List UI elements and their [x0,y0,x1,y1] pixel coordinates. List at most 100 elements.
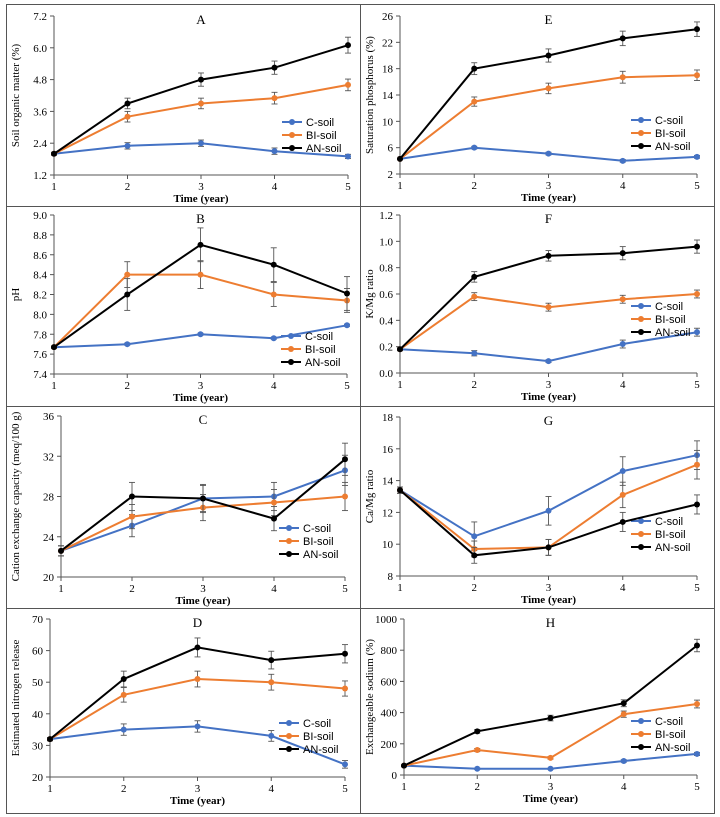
panel-f-bi-soil-point [619,296,626,303]
panel-f-y-tick-label: 0.2 [379,342,393,354]
panel-a-an-soil-point [51,150,57,157]
panel-e-c-soil-point [694,153,700,160]
panel-f-x-tick-label: 4 [620,379,626,391]
panel-d-c-soil-point [120,726,127,733]
panel-c-legend-an-soil-marker [286,551,292,557]
panel-g-x-tick-label: 2 [472,582,478,594]
panel-a-an-soil-point [198,76,204,83]
panel-e-x-tick-label: 3 [546,180,552,192]
panel-b-x-title: Time (year) [173,392,228,404]
panel-g-legend-an-soil-label: AN-soil [655,542,690,554]
panel-h-legend-c-soil-marker [638,718,644,724]
panel-e-y-tick-label: 6 [388,143,394,155]
panel-a-an-soil-point [345,42,351,49]
panel-c-y-tick-label: 28 [43,492,55,504]
panel-c-y-tick-label: 24 [43,532,55,544]
panel-h-an-soil-point [401,762,407,769]
panel-b-y-tick-label: 8.4 [33,270,47,282]
panel-g-an-soil-point [545,544,552,551]
panel-a-y-tick-label: 3.6 [33,106,47,118]
panel-f-y-title: K/Mg ratio [364,269,376,319]
panel-h-c-soil-point [694,750,700,757]
panel-c-legend-bi-soil-marker [286,538,292,544]
panel-d-legend-c-soil-label: C-soil [303,718,331,730]
panel-d-bi-soil-point [342,685,348,692]
panel-h-legend-an-soil-label: AN-soil [655,742,690,754]
panel-d-x-tick-label: 5 [342,783,348,795]
panel-d-an-soil-point [342,650,348,657]
panel-f-y-tick-label: 1.0 [379,236,393,248]
panel-f-legend-c-soil-marker [638,303,644,309]
panel-a-y-tick-label: 2.4 [33,138,47,150]
panel-d-bi-soil-point [194,676,201,683]
panel-f-an-soil-point [619,250,626,257]
panel-h-bi-soil-point [620,711,627,718]
panel-b-an-soil-point [344,290,350,297]
panel-f-c-soil-line [399,331,698,363]
panel-h-y-tick-label: 800 [381,645,398,657]
panel-c-legend-c-soil-marker [286,525,292,531]
panel-d-legend-an-soil-label: AN-soil [303,744,338,756]
panel-a-title: A [196,12,206,27]
panel-a-x-tick-label: 2 [125,181,131,193]
panel-d-y-tick-label: 30 [32,740,44,752]
panel-e-bi-soil-point [694,72,700,79]
panel-h-x-tick-label: 4 [621,781,627,793]
panel-g-an-soil-point [619,518,626,525]
panel-b-y-tick-label: 7.4 [33,369,47,381]
panel-b-c-soil-point [124,341,131,348]
panel-a-y-tick-label: 1.2 [33,170,47,182]
panel-c-legend-an-soil-label: AN-soil [303,549,338,561]
panel-f-legend-c-soil-label: C-soil [655,301,683,313]
panel-e-x-tick-label: 2 [472,180,478,192]
panel-c-y-tick-label: 32 [43,451,54,463]
panel-h-x-tick-label: 3 [548,781,554,793]
panel-f-c-soil-point [619,341,626,348]
panel-a-y-tick-label: 6.0 [33,43,47,55]
panel-h-an-soil-point [694,642,700,649]
panel-e-x-title: Time (year) [521,192,576,204]
panel-f-bi-soil-point [471,293,478,300]
panel-a-legend-an-soil-label: AN-soil [306,143,341,155]
panel-e-c-soil-point [545,150,552,157]
panel-a-legend-c-soil-label: C-soil [306,117,334,129]
panel-e-c-soil-point [471,144,478,151]
panel-c-border [6,406,361,609]
panel-f-x-tick-label: 3 [546,379,552,391]
panel-c-x-tick-label: 5 [342,583,348,595]
panel-g-y-tick-label: 10 [382,539,394,551]
panel-c-legend-bi-soil-label: BI-soil [303,536,334,548]
panel-e-legend-c-soil-marker [638,117,644,123]
panel-g-y-tick-label: 14 [382,476,394,488]
panel-b-legend-c-soil-label: C-soil [305,331,333,343]
panel-a-y-title: Soil organic matter (%) [10,43,22,147]
panel-g-legend-c-soil-marker [638,518,644,524]
panel-e-legend-bi-soil-label: BI-soil [655,128,686,140]
panel-b-x-tick-label: 5 [344,380,350,392]
panel-f-x-title: Time (year) [521,391,576,403]
panel-h-title: H [546,615,555,630]
panel-h-x-title: Time (year) [523,793,578,805]
panel-a-y-tick-label: 7.2 [33,11,47,23]
panel-f-x-tick-label: 1 [397,379,403,391]
panel-d-border [6,608,361,814]
panel-b-bi-soil-point [270,291,277,298]
panel-a-c-soil-point [271,148,278,155]
panel-f-legend-an-soil-marker [638,329,644,335]
panel-d-x-title: Time (year) [170,795,225,807]
panel-e-an-soil-point [471,65,478,72]
panel-d-y-tick-label: 70 [32,614,44,626]
panel-b-bi-soil-point [124,271,131,278]
panel-e-y-tick-label: 14 [382,90,394,102]
panel-c-x-tick-label: 4 [271,583,277,595]
panel-g-border [360,406,715,609]
panel-f-an-soil-point [397,346,403,353]
panel-h-bi-soil-point [547,754,554,761]
panel-a-x-tick-label: 4 [272,181,278,193]
panel-e-bi-soil-point [619,74,626,81]
panel-a-x-tick-label: 5 [345,181,351,193]
panel-h-legend-bi-soil-label: BI-soil [655,729,686,741]
panel-c-y-title: Cation exchange capacity (meq/100 g) [10,411,22,581]
panel-f-c-soil-point [545,358,552,365]
panel-d-title: D [193,615,202,630]
